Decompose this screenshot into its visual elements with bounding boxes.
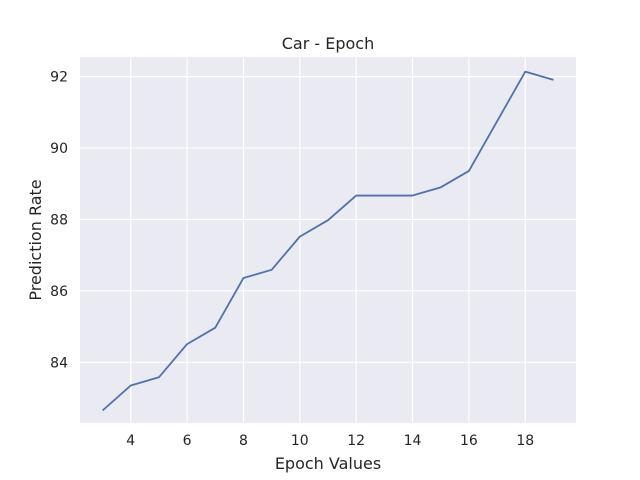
- y-tick-labels: 84 86 88 90 92: [50, 70, 68, 372]
- y-axis-label: Prediction Rate: [26, 179, 45, 300]
- x-tick-label: 12: [347, 433, 365, 449]
- x-tick-labels: 4 6 8 10 12 14 16 18: [126, 433, 534, 449]
- x-axis-label: Epoch Values: [275, 454, 381, 473]
- y-tick-label: 90: [50, 141, 68, 157]
- x-tick-label: 14: [404, 433, 422, 449]
- x-tick-label: 8: [239, 433, 248, 449]
- series-line: [101, 70, 554, 412]
- y-tick-label: 84: [50, 355, 68, 371]
- x-tick-label: 18: [516, 433, 534, 449]
- y-tick-label: 92: [50, 70, 68, 86]
- x-tick-label: 16: [460, 433, 478, 449]
- x-tick-label: 6: [183, 433, 192, 449]
- x-tick-label: 10: [291, 433, 309, 449]
- y-tick-label: 88: [50, 212, 68, 228]
- chart-title: Car - Epoch: [282, 34, 375, 53]
- y-tick-label: 86: [50, 284, 68, 300]
- x-tick-label: 4: [126, 433, 135, 449]
